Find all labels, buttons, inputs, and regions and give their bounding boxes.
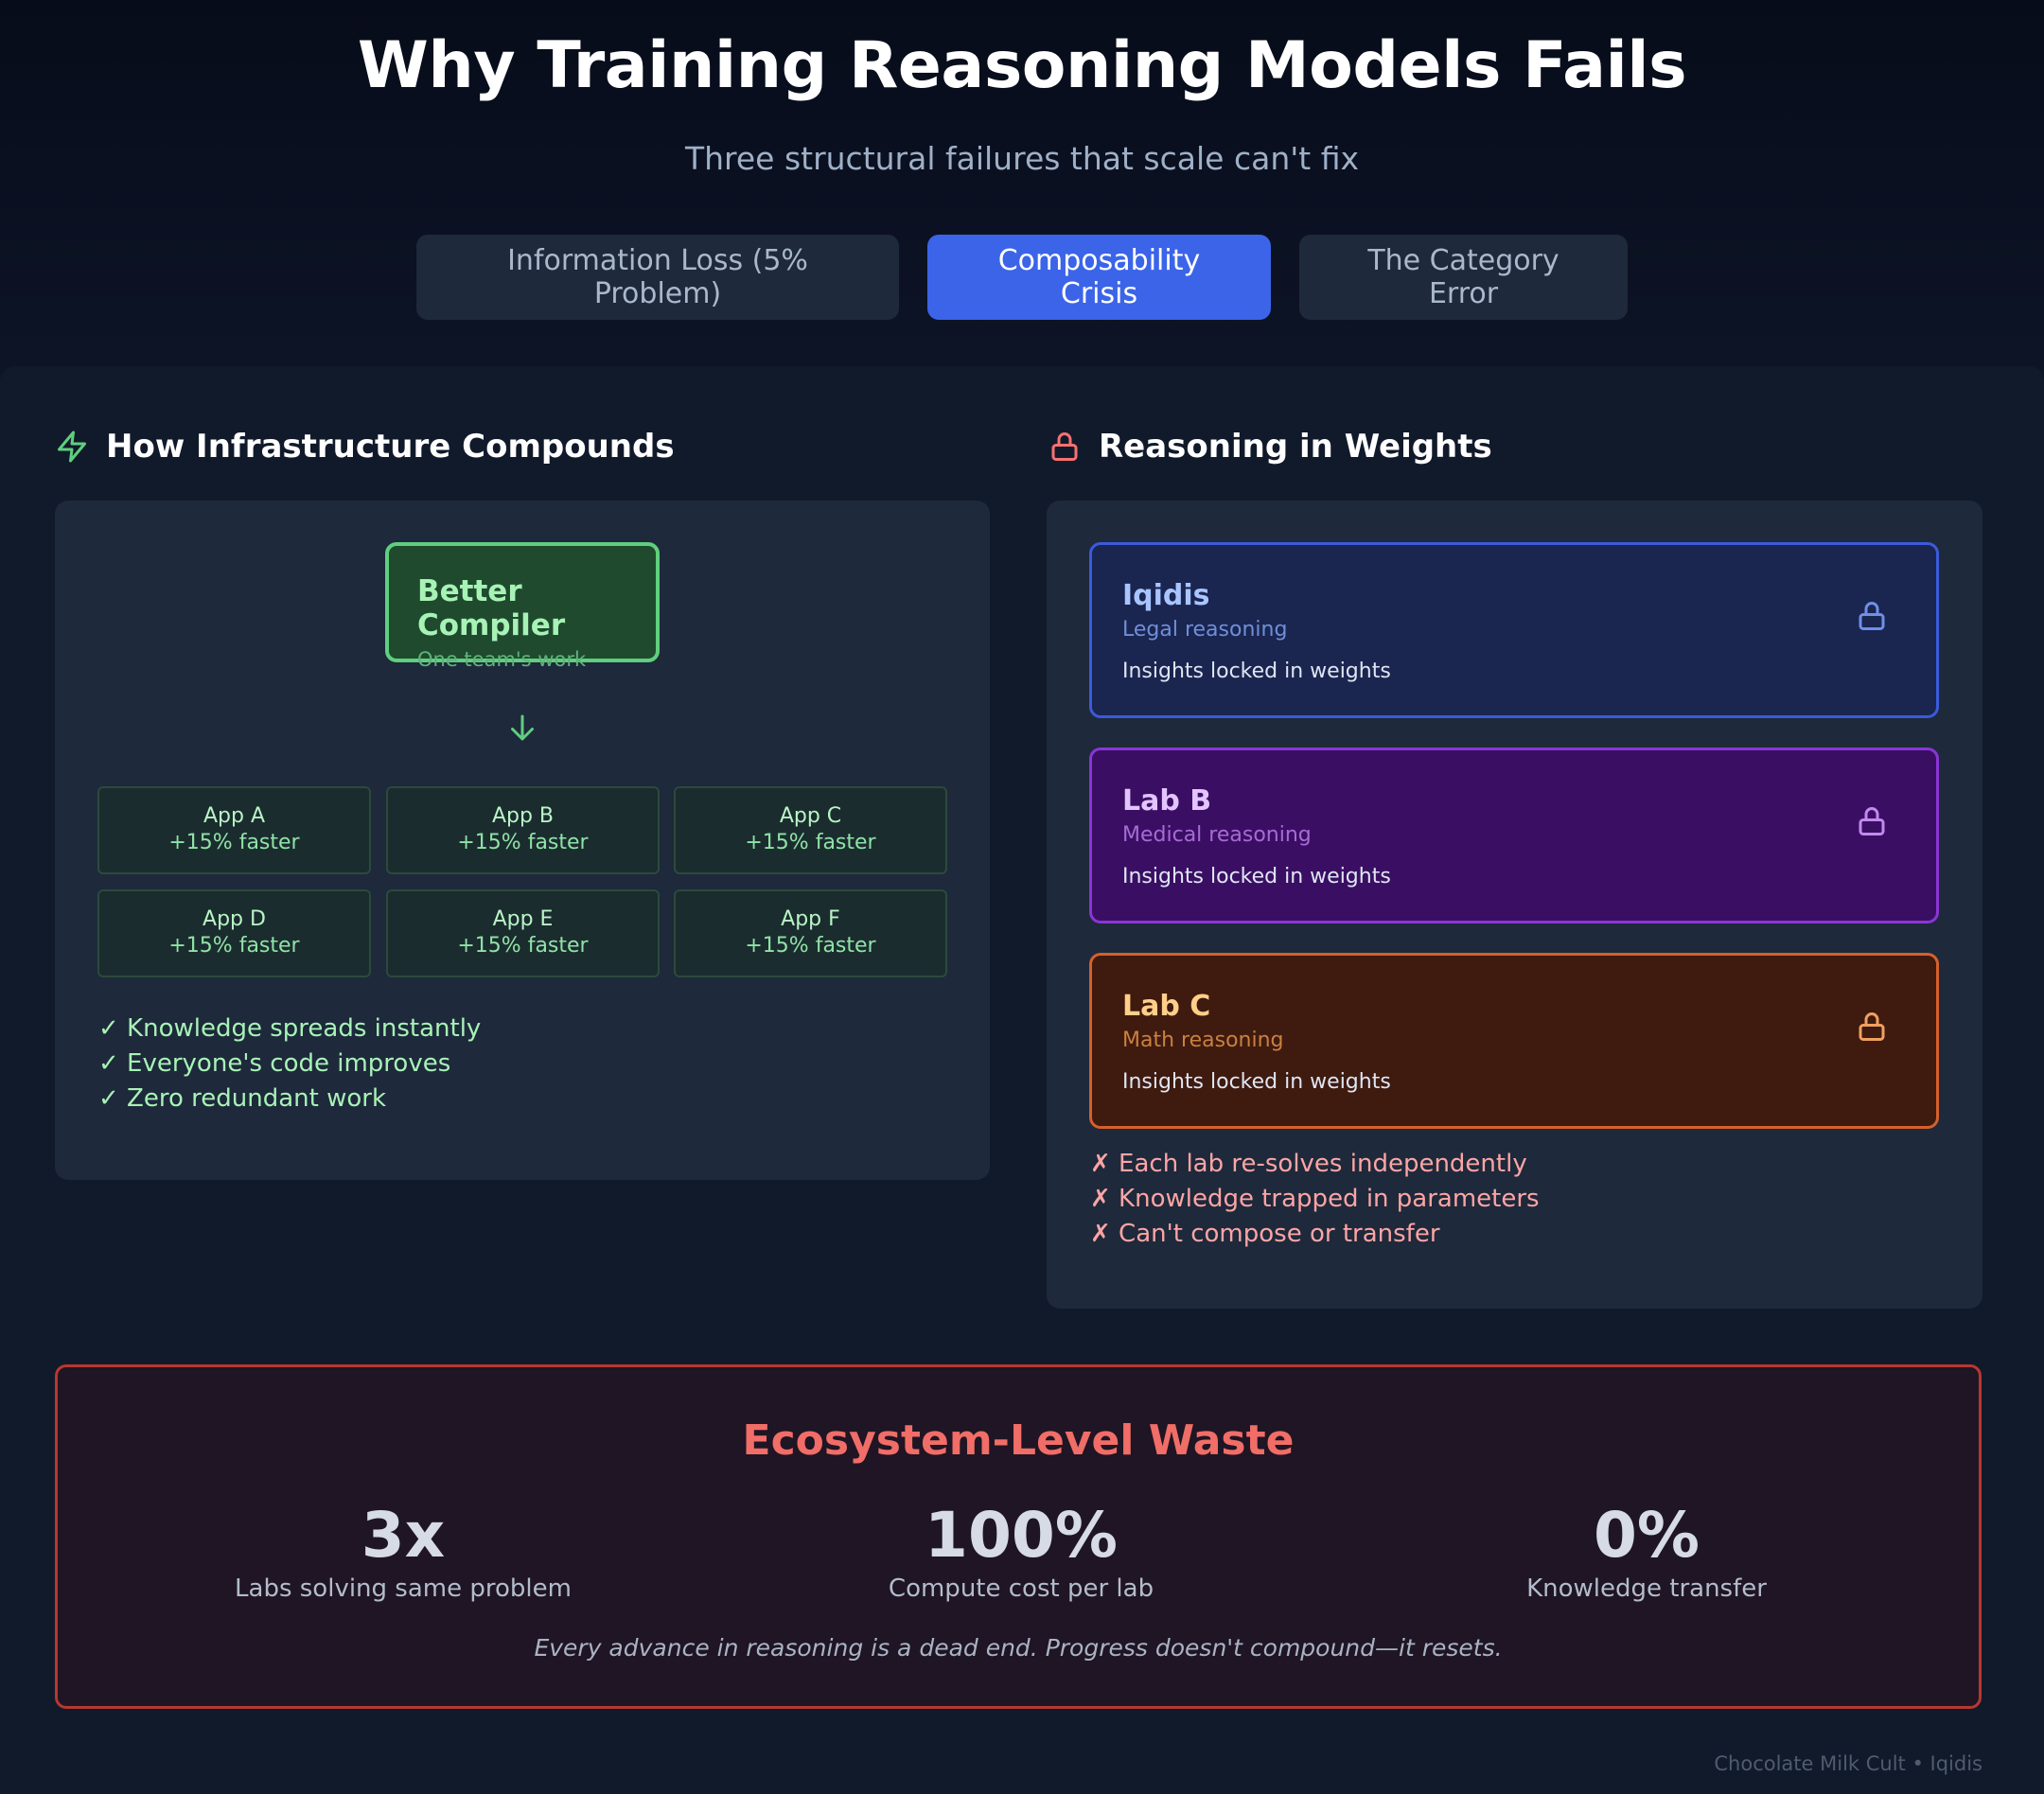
waste-quote: Every advance in reasoning is a dead end… xyxy=(534,1634,1503,1662)
benefit-item: ✓ Zero redundant work xyxy=(98,1084,387,1113)
tab-composability-crisis[interactable]: Composability Crisis xyxy=(927,235,1271,320)
lock-icon xyxy=(1859,602,1885,630)
page-title: Why Training Reasoning Models Fails xyxy=(357,28,1687,103)
lab-note: Insights locked in weights xyxy=(1122,865,1391,888)
compiler-sub: One team's work xyxy=(417,648,587,671)
app-node-b: App B +15% faster xyxy=(386,786,660,874)
stat-labs: 3x Labs solving same problem xyxy=(167,1500,640,1604)
failure-item: ✗ Knowledge trapped in parameters xyxy=(1090,1185,1540,1213)
arrow-down-icon xyxy=(511,714,534,741)
lab-note: Insights locked in weights xyxy=(1122,1070,1391,1094)
lock-icon xyxy=(1859,1012,1885,1041)
stat-value: 3x xyxy=(361,1499,446,1572)
failure-item: ✗ Each lab re-solves independently xyxy=(1090,1150,1527,1178)
stat-label: Knowledge transfer xyxy=(1526,1574,1767,1603)
app-node-e: App E +15% faster xyxy=(386,889,660,977)
app-name: App A xyxy=(203,804,266,828)
app-node-c: App C +15% faster xyxy=(674,786,947,874)
app-node-d: App D +15% faster xyxy=(97,889,371,977)
weights-title: Reasoning in Weights xyxy=(1099,428,1492,466)
stat-value: 100% xyxy=(925,1499,1118,1572)
app-node-f: App F +15% faster xyxy=(674,889,947,977)
lab-type: Math reasoning xyxy=(1122,1029,1284,1052)
stat-label: Compute cost per lab xyxy=(888,1574,1154,1603)
infrastructure-card: Better Compiler One team's work App A +1… xyxy=(55,501,990,1180)
app-value: +15% faster xyxy=(168,831,300,854)
content-panel: How Infrastructure Compounds Better Comp… xyxy=(0,366,2044,1794)
header: Why Training Reasoning Models Fails Thre… xyxy=(0,0,2044,366)
lab-name: Lab B xyxy=(1122,784,1212,818)
waste-title: Ecosystem-Level Waste xyxy=(742,1416,1295,1465)
app-name: App D xyxy=(203,907,266,931)
tab-bar: Information Loss (5% Problem) Composabil… xyxy=(0,235,2044,320)
lab-type: Medical reasoning xyxy=(1122,823,1312,847)
lock-icon xyxy=(1859,807,1885,835)
lab-card-c: Lab C Math reasoning Insights locked in … xyxy=(1089,953,1939,1129)
lab-card-iqidis: Iqidis Legal reasoning Insights locked i… xyxy=(1089,542,1939,718)
lab-note: Insights locked in weights xyxy=(1122,660,1391,683)
stat-compute: 100% Compute cost per lab xyxy=(784,1500,1258,1604)
compiler-node: Better Compiler One team's work xyxy=(385,542,660,671)
weights-card: Iqidis Legal reasoning Insights locked i… xyxy=(1047,501,1982,1309)
app-name: App B xyxy=(491,804,555,828)
tab-information-loss[interactable]: Information Loss (5% Problem) xyxy=(416,235,899,320)
app-value: +15% faster xyxy=(168,934,300,958)
benefit-item: ✓ Knowledge spreads instantly xyxy=(98,1014,482,1043)
app-name: App F xyxy=(781,907,840,931)
lab-name: Iqidis xyxy=(1122,579,1210,612)
lock-icon xyxy=(1051,432,1078,461)
app-value: +15% faster xyxy=(457,831,589,854)
weights-heading: Reasoning in Weights xyxy=(1048,428,1492,466)
ecosystem-waste-box: Ecosystem-Level Waste 3x Labs solving sa… xyxy=(55,1364,1982,1709)
lightning-icon xyxy=(58,431,86,463)
app-name: App C xyxy=(779,804,842,828)
infrastructure-title: How Infrastructure Compounds xyxy=(106,428,675,466)
app-node-a: App A +15% faster xyxy=(97,786,371,874)
lab-card-b: Lab B Medical reasoning Insights locked … xyxy=(1089,748,1939,923)
stat-label: Labs solving same problem xyxy=(235,1574,572,1603)
stat-transfer: 0% Knowledge transfer xyxy=(1410,1500,1883,1604)
compiler-name: Better Compiler xyxy=(417,574,566,642)
infrastructure-heading: How Infrastructure Compounds xyxy=(55,428,675,466)
lab-name: Lab C xyxy=(1122,990,1211,1023)
failure-item: ✗ Can't compose or transfer xyxy=(1090,1220,1440,1248)
app-value: +15% faster xyxy=(457,934,589,958)
tab-category-error[interactable]: The Category Error xyxy=(1299,235,1628,320)
footer-credit: Chocolate Milk Cult • Iqidis xyxy=(1714,1752,1982,1775)
lab-type: Legal reasoning xyxy=(1122,618,1288,642)
app-value: +15% faster xyxy=(745,831,876,854)
page-subtitle: Three structural failures that scale can… xyxy=(684,140,1360,177)
stat-value: 0% xyxy=(1593,1499,1700,1572)
benefit-item: ✓ Everyone's code improves xyxy=(98,1049,451,1078)
app-name: App E xyxy=(492,907,554,931)
app-value: +15% faster xyxy=(745,934,876,958)
